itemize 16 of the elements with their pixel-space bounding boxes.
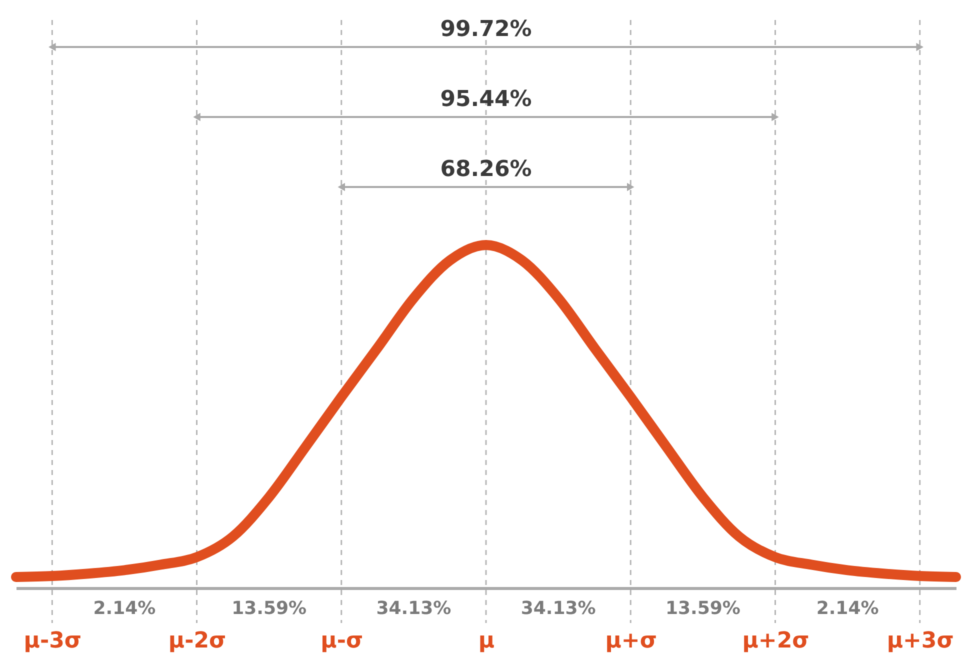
- text: 13.59%: [665, 598, 740, 619]
- text: 2.14%: [93, 598, 156, 619]
- text: 2.14%: [816, 598, 879, 619]
- text: 99.72%: [440, 17, 532, 42]
- x-tick-label: μ-σ: [320, 628, 364, 654]
- x-tick-label: μ+2σ: [742, 628, 810, 654]
- text: 34.13%: [376, 598, 452, 619]
- x-tick-label: μ: [478, 628, 495, 654]
- text: 68.26%: [440, 157, 532, 182]
- x-tick-label: μ-3σ: [24, 628, 82, 654]
- x-tick-label: μ-2σ: [168, 628, 226, 654]
- text: 95.44%: [440, 87, 532, 112]
- text: 13.59%: [232, 598, 307, 619]
- x-tick-label: μ+3σ: [886, 628, 954, 654]
- text: 34.13%: [520, 598, 596, 619]
- x-tick-label: μ+σ: [605, 628, 657, 654]
